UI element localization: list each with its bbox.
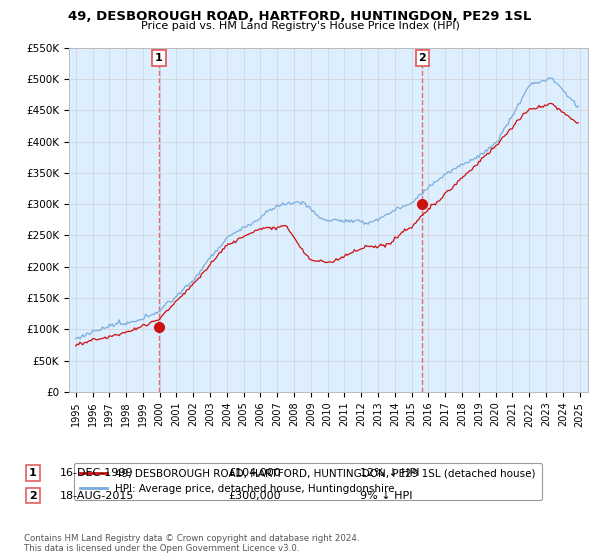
Text: 49, DESBOROUGH ROAD, HARTFORD, HUNTINGDON, PE29 1SL: 49, DESBOROUGH ROAD, HARTFORD, HUNTINGDO… xyxy=(68,10,532,23)
Text: 1: 1 xyxy=(29,468,37,478)
Text: 12% ↓ HPI: 12% ↓ HPI xyxy=(360,468,419,478)
Text: £300,000: £300,000 xyxy=(228,491,281,501)
Text: 2: 2 xyxy=(418,53,426,63)
Text: 9% ↓ HPI: 9% ↓ HPI xyxy=(360,491,413,501)
Text: Price paid vs. HM Land Registry's House Price Index (HPI): Price paid vs. HM Land Registry's House … xyxy=(140,21,460,31)
Text: £104,000: £104,000 xyxy=(228,468,281,478)
Legend: 49, DESBOROUGH ROAD, HARTFORD, HUNTINGDON, PE29 1SL (detached house), HPI: Avera: 49, DESBOROUGH ROAD, HARTFORD, HUNTINGDO… xyxy=(74,463,542,500)
Text: 16-DEC-1999: 16-DEC-1999 xyxy=(60,468,134,478)
Text: 2: 2 xyxy=(29,491,37,501)
Text: 1: 1 xyxy=(155,53,163,63)
Text: Contains HM Land Registry data © Crown copyright and database right 2024.
This d: Contains HM Land Registry data © Crown c… xyxy=(24,534,359,553)
Text: 18-AUG-2015: 18-AUG-2015 xyxy=(60,491,134,501)
